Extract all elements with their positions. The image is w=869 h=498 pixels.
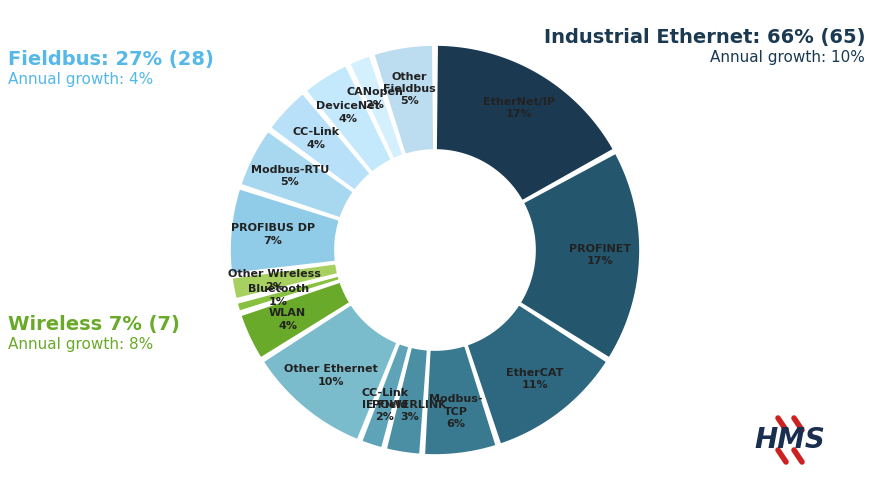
Text: Wireless 7% (7): Wireless 7% (7)	[8, 315, 180, 334]
Text: EtherCAT
11%: EtherCAT 11%	[506, 368, 563, 390]
Text: PROFINET
17%: PROFINET 17%	[568, 244, 630, 266]
Polygon shape	[232, 263, 337, 299]
Text: Other
Fieldbus
5%: Other Fieldbus 5%	[382, 72, 435, 107]
Text: POWERLINK
3%: POWERLINK 3%	[372, 400, 447, 422]
Text: Bluetooth
1%: Bluetooth 1%	[248, 284, 308, 307]
Text: Modbus-RTU
5%: Modbus-RTU 5%	[250, 165, 328, 187]
Text: CANopen
2%: CANopen 2%	[346, 87, 403, 110]
Text: Annual growth: 4%: Annual growth: 4%	[8, 72, 153, 87]
Polygon shape	[435, 45, 613, 201]
Polygon shape	[270, 94, 370, 190]
Text: Industrial Ethernet: 66% (65): Industrial Ethernet: 66% (65)	[543, 28, 864, 47]
Polygon shape	[362, 343, 408, 448]
Polygon shape	[306, 65, 391, 172]
Polygon shape	[467, 304, 607, 444]
Text: Modbus-
TCP
6%: Modbus- TCP 6%	[428, 394, 481, 429]
Text: Annual growth: 10%: Annual growth: 10%	[709, 50, 864, 65]
Text: Annual growth: 8%: Annual growth: 8%	[8, 337, 153, 352]
Text: CC-Link
4%: CC-Link 4%	[292, 127, 340, 149]
Polygon shape	[262, 304, 397, 440]
Text: Other Ethernet
10%: Other Ethernet 10%	[284, 365, 377, 387]
Polygon shape	[424, 346, 495, 455]
Polygon shape	[236, 276, 339, 311]
Polygon shape	[241, 131, 353, 218]
Text: HMS: HMS	[753, 426, 825, 454]
Text: EtherNet/IP
17%: EtherNet/IP 17%	[482, 97, 554, 119]
Polygon shape	[241, 282, 349, 358]
Polygon shape	[374, 45, 434, 154]
Text: WLAN
4%: WLAN 4%	[269, 308, 306, 331]
Text: PROFIBUS DP
7%: PROFIBUS DP 7%	[230, 224, 315, 246]
Polygon shape	[229, 189, 339, 273]
Polygon shape	[349, 56, 402, 159]
Text: Other Wireless
2%: Other Wireless 2%	[229, 269, 321, 292]
Text: Fieldbus: 27% (28): Fieldbus: 27% (28)	[8, 50, 214, 69]
Polygon shape	[386, 347, 428, 455]
Text: DeviceNet
4%: DeviceNet 4%	[315, 101, 379, 124]
Polygon shape	[520, 153, 640, 358]
Text: CC-Link
IE Field
2%: CC-Link IE Field 2%	[361, 387, 408, 422]
